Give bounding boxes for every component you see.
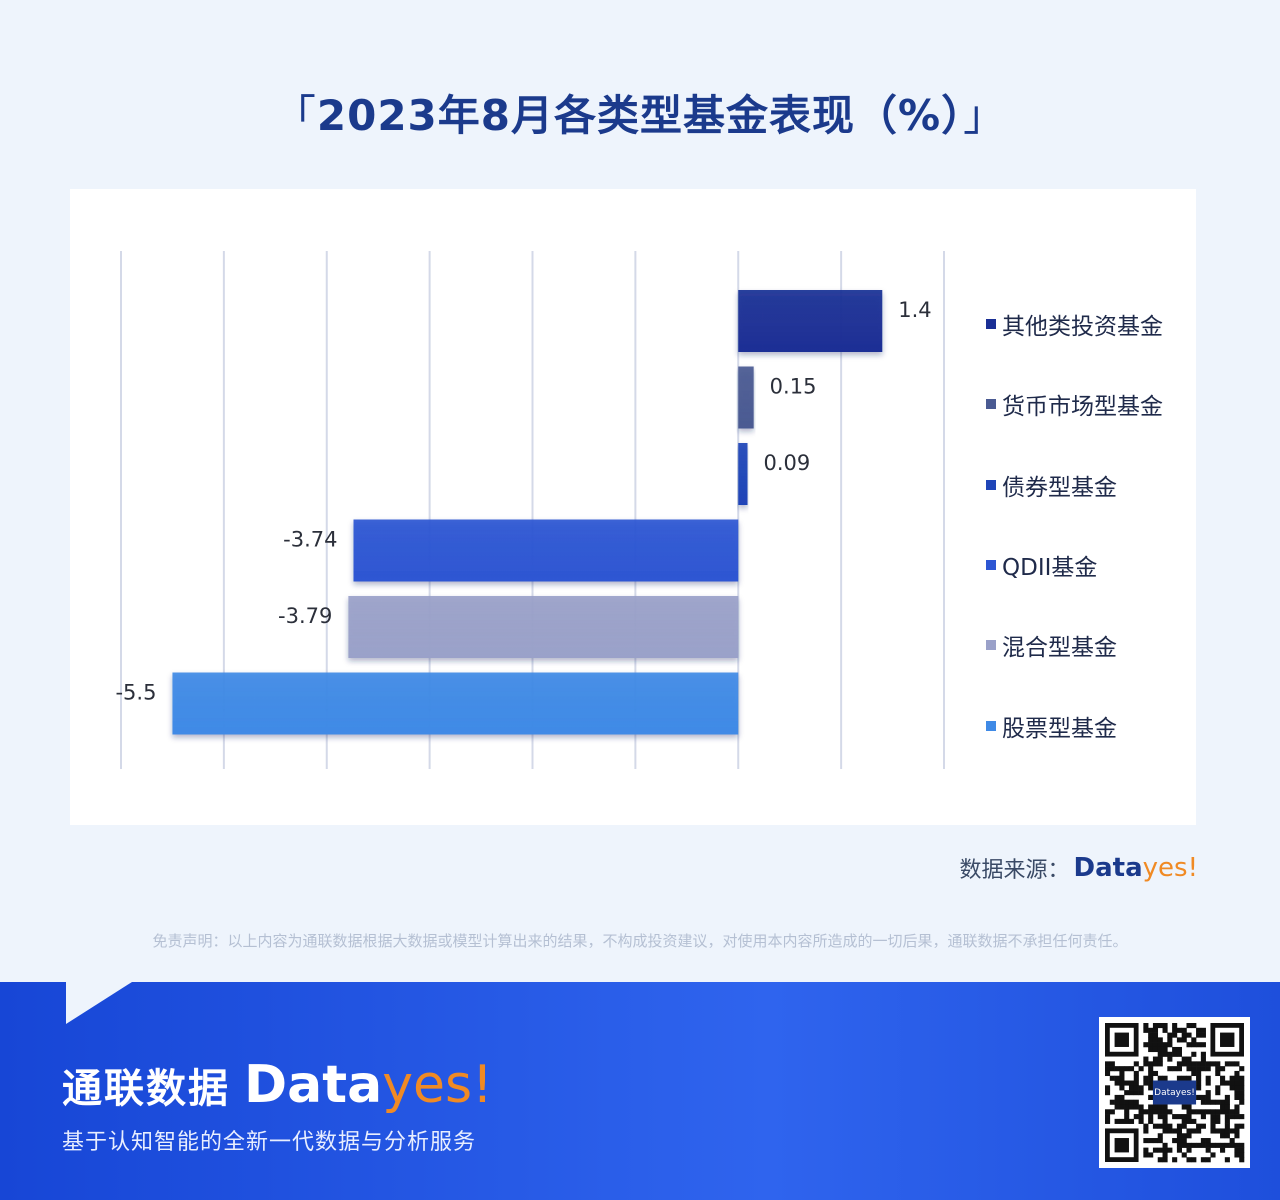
- data-label-5: -5.5: [115, 681, 156, 705]
- data-label-2: 0.09: [764, 451, 811, 475]
- data-source: 数据来源： Data yes!: [960, 852, 1198, 884]
- footer-brand: 通联数据 Data yes!: [62, 1055, 493, 1115]
- bar-1: [738, 366, 754, 429]
- title-text: 2023年8月各类型基金表现（%）: [316, 91, 964, 140]
- data-label-4: -3.79: [278, 604, 332, 628]
- source-logo-data: Data: [1073, 853, 1143, 883]
- legend-item: 混合型基金: [986, 630, 1117, 662]
- brand-data: Data: [244, 1055, 383, 1115]
- qr-code[interactable]: Datayes!: [1099, 1017, 1250, 1168]
- legend-swatch: [986, 640, 996, 651]
- footer-banner: [0, 982, 1280, 1200]
- footer-notch: [66, 982, 132, 1024]
- legend-swatch: [986, 319, 996, 329]
- legend-item: 股票型基金: [986, 711, 1117, 742]
- data-label-3: -3.74: [283, 528, 337, 552]
- legend-swatch: [986, 479, 996, 490]
- qr-center-logo: Datayes!: [1154, 1088, 1195, 1098]
- bar-3: [353, 519, 739, 582]
- bar-0: [738, 290, 883, 352]
- legend-item: 其他类投资基金: [986, 309, 1163, 340]
- legend-item: 债券型基金: [986, 470, 1117, 501]
- page-title: 「2023年8月各类型基金表现（%）」: [0, 82, 1280, 143]
- legend-item: QDII基金: [986, 550, 1098, 581]
- title-bracket-left: 「: [273, 91, 317, 140]
- chart-card: 1.4 0.15 0.09 -3.74 -3.79 -5.5 其他类投资基金 货币市场型基金…: [70, 189, 1196, 825]
- legend-label: 货币市场型基金: [1002, 394, 1163, 421]
- data-label-1: 0.15: [770, 375, 817, 399]
- bars: [172, 290, 883, 735]
- legend: 其他类投资基金 货币市场型基金 债券型基金 QDII基金 混合型基金股票型基金: [986, 309, 1196, 789]
- legend-label: 股票型基金: [1002, 715, 1117, 742]
- bar-4: [348, 596, 739, 658]
- legend-swatch: [986, 399, 996, 410]
- footer-tagline: 基于认知智能的全新一代数据与分析服务: [62, 1130, 477, 1155]
- bar-chart: 1.4 0.15 0.09 -3.74 -3.79 -5.5: [115, 251, 945, 769]
- legend-label: 其他类投资基金: [1002, 314, 1163, 340]
- disclaimer: 免责声明：以上内容为通联数据根据大数据或模型计算出来的结果，不构成投资建议，对使…: [152, 932, 1128, 950]
- source-label: 数据来源：: [959, 858, 1070, 883]
- legend-swatch: [986, 720, 996, 731]
- legend-swatch: [986, 559, 996, 570]
- legend-label: 债券型基金: [1002, 474, 1117, 501]
- source-logo-yes: yes!: [1142, 853, 1198, 883]
- legend-label: 混合型基金: [1002, 635, 1117, 662]
- title-bracket-right: 」: [963, 91, 1007, 140]
- brand-yes: yes!: [382, 1055, 493, 1115]
- data-labels: 1.4 0.15 0.09 -3.74 -3.79 -5.5: [115, 298, 931, 705]
- brand-cn: 通联数据: [62, 1066, 230, 1112]
- legend-label: QDII基金: [1002, 554, 1098, 581]
- data-label-0: 1.4: [898, 298, 931, 322]
- bar-2: [738, 443, 748, 505]
- legend-item: 货币市场型基金: [986, 389, 1163, 421]
- bar-5: [172, 672, 739, 735]
- qr-code-pattern: Datayes!: [1105, 1023, 1245, 1163]
